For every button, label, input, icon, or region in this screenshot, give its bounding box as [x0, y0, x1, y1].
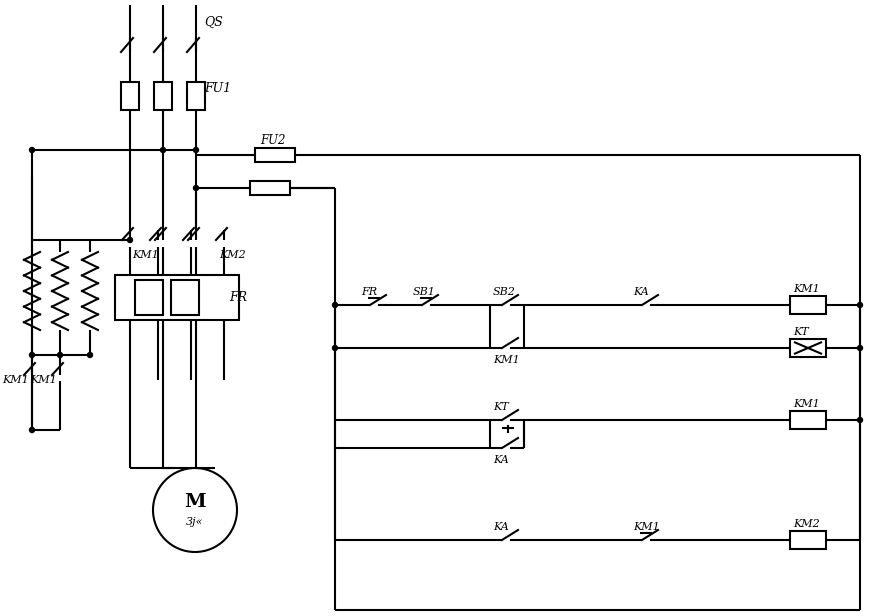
Text: FR: FR: [361, 287, 377, 297]
Text: KM1: KM1: [2, 375, 29, 385]
Text: KT: KT: [793, 327, 809, 337]
Text: KT: KT: [493, 402, 508, 412]
Text: KM1: KM1: [493, 355, 520, 365]
Circle shape: [161, 147, 166, 153]
Text: KA: KA: [633, 287, 648, 297]
Text: KA: KA: [493, 522, 508, 532]
Text: KM1: KM1: [793, 399, 820, 409]
Text: KM1: KM1: [793, 284, 820, 294]
Text: FR: FR: [229, 291, 247, 304]
Text: KM2: KM2: [793, 519, 820, 529]
Circle shape: [857, 418, 863, 423]
Bar: [135, 280, 163, 315]
Text: SB1: SB1: [413, 287, 436, 297]
Circle shape: [333, 302, 337, 307]
Text: KM1: KM1: [132, 250, 159, 260]
Bar: [790, 296, 826, 314]
Circle shape: [333, 346, 337, 351]
Bar: [250, 181, 290, 195]
Text: SB2: SB2: [493, 287, 516, 297]
Text: KM1: KM1: [30, 375, 57, 385]
Bar: [171, 280, 199, 315]
Text: M: M: [184, 493, 206, 511]
Circle shape: [29, 352, 35, 357]
Text: KM2: KM2: [219, 250, 246, 260]
Bar: [154, 82, 172, 110]
Bar: [187, 82, 205, 110]
Text: FU1: FU1: [204, 81, 231, 94]
Text: KA: KA: [493, 455, 508, 465]
Circle shape: [194, 185, 199, 190]
Circle shape: [128, 238, 133, 243]
Circle shape: [57, 352, 62, 357]
Circle shape: [194, 147, 199, 153]
Circle shape: [29, 147, 35, 153]
Circle shape: [29, 428, 35, 432]
Bar: [790, 531, 826, 549]
Text: KM1: KM1: [633, 522, 660, 532]
Text: 3j«: 3j«: [186, 517, 203, 527]
Bar: [255, 148, 295, 162]
Text: QS: QS: [204, 15, 223, 28]
Bar: [790, 411, 826, 429]
Text: FU2: FU2: [260, 134, 285, 147]
Circle shape: [87, 352, 93, 357]
Bar: [121, 82, 139, 110]
Circle shape: [857, 302, 863, 307]
Bar: [790, 339, 826, 357]
Circle shape: [857, 346, 863, 351]
Bar: [115, 275, 239, 320]
